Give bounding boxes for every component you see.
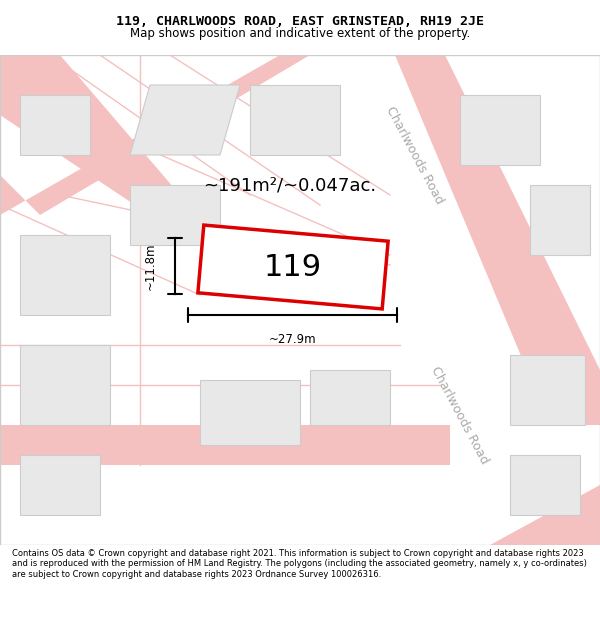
Polygon shape [510, 355, 585, 425]
Text: Charlwoods Road: Charlwoods Road [384, 104, 446, 206]
Polygon shape [198, 225, 388, 309]
Text: ~11.8m: ~11.8m [144, 242, 157, 290]
Polygon shape [510, 455, 580, 515]
Polygon shape [200, 380, 300, 445]
Polygon shape [395, 55, 600, 425]
Text: ~191m²/~0.047ac.: ~191m²/~0.047ac. [203, 176, 377, 194]
Polygon shape [20, 235, 110, 315]
Polygon shape [460, 95, 540, 165]
Text: ~27.9m: ~27.9m [269, 333, 316, 346]
Polygon shape [130, 185, 220, 245]
Text: 119, CHARLWOODS ROAD, EAST GRINSTEAD, RH19 2JE: 119, CHARLWOODS ROAD, EAST GRINSTEAD, RH… [116, 16, 484, 28]
Text: Map shows position and indicative extent of the property.: Map shows position and indicative extent… [130, 27, 470, 39]
Text: Contains OS data © Crown copyright and database right 2021. This information is : Contains OS data © Crown copyright and d… [12, 549, 587, 579]
Polygon shape [20, 345, 110, 425]
Polygon shape [250, 85, 340, 155]
Polygon shape [310, 370, 390, 425]
Polygon shape [130, 85, 240, 155]
Polygon shape [20, 95, 90, 155]
Polygon shape [0, 425, 450, 465]
Polygon shape [0, 55, 310, 215]
Text: Charlwoods Road: Charlwoods Road [429, 364, 491, 466]
Text: 119: 119 [264, 253, 322, 281]
Polygon shape [530, 185, 590, 255]
Polygon shape [445, 485, 600, 545]
Polygon shape [0, 55, 180, 215]
Polygon shape [20, 455, 100, 515]
